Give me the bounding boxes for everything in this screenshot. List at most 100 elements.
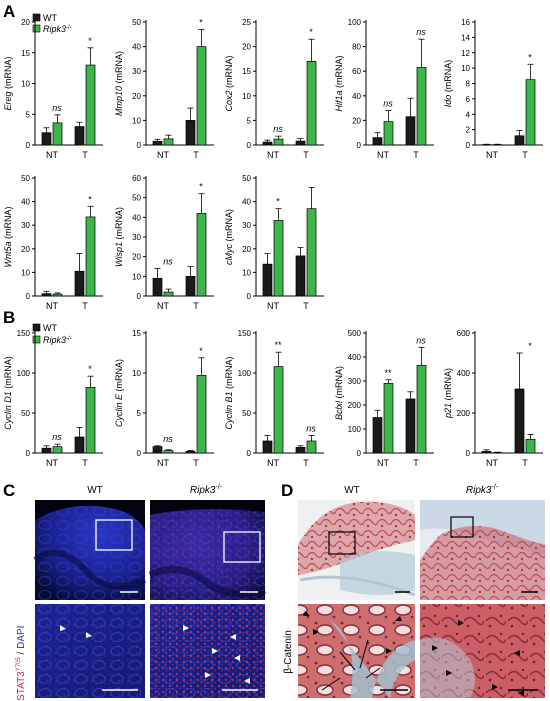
significance-label: ** <box>384 368 392 378</box>
bar <box>196 213 207 297</box>
bar <box>306 440 317 454</box>
bar <box>295 140 306 146</box>
y-tick-label: 15 <box>132 329 141 338</box>
significance-label: ns <box>273 124 283 134</box>
panel-c-col-ko: Ripk3-/- <box>190 484 223 496</box>
panel-d-images: WT Ripk3-/- <box>283 484 545 698</box>
arrow <box>365 667 381 679</box>
significance-label: ns <box>52 103 62 113</box>
inset-box <box>328 531 356 555</box>
bar <box>416 365 427 454</box>
bar <box>525 439 536 454</box>
chart-cmyc: 0 10 20 30 40 50 cMyc (mRNA) NT * T <box>224 174 324 311</box>
y-tick-label: 20 <box>21 245 30 254</box>
x-tick-label: NT <box>157 458 169 468</box>
y-tick-label: 100 <box>348 425 362 434</box>
y-tick-label: 0 <box>247 449 252 458</box>
y-tick-label: 80 <box>352 43 361 52</box>
x-tick-label: T <box>82 301 88 311</box>
panel-letter-b: B <box>3 308 15 327</box>
y-tick-label: 0 <box>466 449 471 458</box>
y-tick-label: 6 <box>466 95 471 104</box>
bar <box>481 451 492 454</box>
x-tick-label: T <box>303 458 309 468</box>
y-axis-label: Cyclin D1 (mRNA) <box>3 356 13 430</box>
y-tick-label: 40 <box>352 92 361 101</box>
arrowhead-icon <box>518 690 524 696</box>
y-tick-label: 0 <box>137 141 142 150</box>
x-tick-label: NT <box>46 301 58 311</box>
y-tick-label: 30 <box>132 233 141 242</box>
y-axis-label: Wnt5a (mRNA) <box>3 206 13 267</box>
panel-letter-a: A <box>3 2 15 21</box>
bar <box>295 255 306 297</box>
y-axis-label: Ido (mRNA) <box>443 60 453 108</box>
y-tick-label: 10 <box>461 64 470 73</box>
y-tick-label: 10 <box>21 80 30 89</box>
legend-label-wt: WT <box>43 323 57 333</box>
bar <box>152 446 163 454</box>
y-tick-label: 20 <box>21 18 30 27</box>
chart-cox2: 0 5 10 15 20 25 Cox2 (mRNA) NT ns T * <box>224 18 324 160</box>
panel-letter-d: D <box>281 481 293 500</box>
significance-label: * <box>199 346 203 356</box>
x-tick-label: NT <box>377 458 389 468</box>
bar <box>85 64 96 146</box>
chart-ido: 0 2 4 6 8 10 12 14 16 Ido (mRNA) NT T * <box>443 18 543 160</box>
y-tick-label: 14 <box>461 33 470 42</box>
arrowhead-icon <box>244 678 250 684</box>
arrow <box>359 639 369 669</box>
legend-label-ko: Ripk3-/- <box>43 24 72 34</box>
if-image-wt-low-mag <box>33 500 147 600</box>
bar <box>405 398 416 454</box>
x-tick-label: NT <box>486 458 498 468</box>
chart-cyclin-b1: 0 50 100 150 Cyclin B1 (mRNA) NT ** Tns <box>224 329 324 468</box>
y-tick-label: 0 <box>357 449 362 458</box>
bar <box>196 46 207 146</box>
y-tick-label: 0 <box>26 141 31 150</box>
y-tick-label: 50 <box>242 174 251 183</box>
x-tick-label: T <box>303 150 309 160</box>
bar <box>152 277 163 297</box>
y-tick-label: 40 <box>242 198 251 207</box>
panel-c-col-wt: WT <box>87 485 103 496</box>
y-tick-label: 10 <box>132 272 141 281</box>
bar <box>262 263 273 297</box>
bar <box>74 126 85 146</box>
y-axis-label: p21 (mRNA) <box>443 368 453 419</box>
arrowhead-icon <box>492 684 498 690</box>
bar <box>372 417 383 454</box>
y-tick-label: 0 <box>26 449 31 458</box>
x-tick-label: NT <box>486 150 498 160</box>
legend-swatch-wt <box>32 323 41 332</box>
x-tick-label: T <box>193 301 199 311</box>
y-tick-label: 40 <box>132 213 141 222</box>
bar <box>41 447 52 454</box>
x-tick-label: NT <box>267 150 279 160</box>
x-tick-label: NT <box>46 458 58 468</box>
y-tick-label: 50 <box>132 194 141 203</box>
y-tick-label: 300 <box>348 377 362 386</box>
if-image-ko-high-mag <box>150 604 265 698</box>
legend-a: WT Ripk3-/- <box>32 13 72 34</box>
bar <box>405 116 416 146</box>
legend-swatch-ko <box>32 24 41 33</box>
arrowhead-icon <box>234 655 240 661</box>
y-tick-label: 0 <box>137 449 142 458</box>
significance-label: * <box>528 341 532 351</box>
bar <box>52 122 63 146</box>
ihc-image-wt-high-mag <box>298 604 415 698</box>
significance-label: ns <box>416 335 426 345</box>
y-tick-label: 12 <box>461 49 470 58</box>
bar <box>383 121 394 146</box>
y-tick-label: 500 <box>348 329 362 338</box>
y-tick-label: 50 <box>21 174 30 183</box>
arrowhead-icon <box>432 645 438 651</box>
chart-p21: 0 200 400 600 p21 (mRNA) NT T * <box>443 329 543 468</box>
y-tick-label: 0 <box>466 141 471 150</box>
x-tick-label: T <box>82 150 88 160</box>
arrowhead-icon <box>212 648 218 654</box>
y-tick-label: 60 <box>352 67 361 76</box>
if-image-wt-high-mag <box>35 604 145 698</box>
arrowhead-icon <box>458 620 464 626</box>
